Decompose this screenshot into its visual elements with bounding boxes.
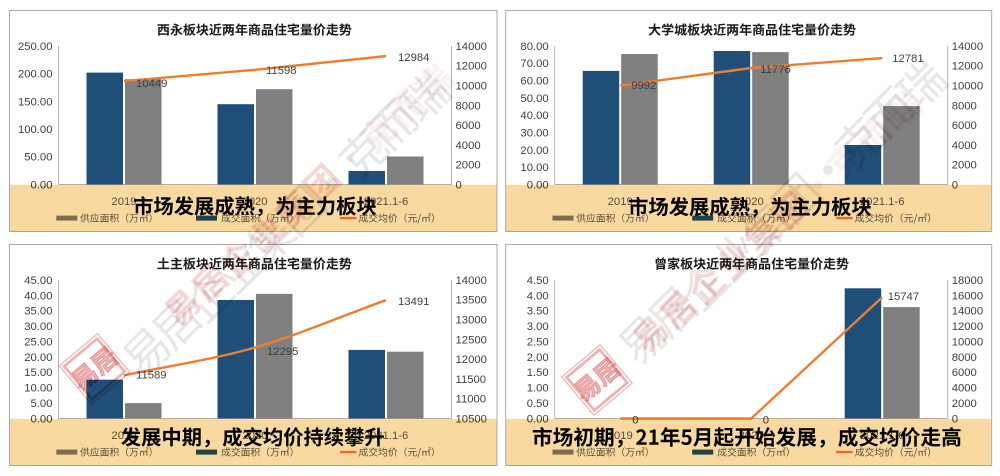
svg-text:200.00: 200.00 <box>18 69 53 81</box>
svg-text:12000: 12000 <box>456 354 487 366</box>
svg-text:35.00: 35.00 <box>24 306 52 318</box>
svg-text:3.50: 3.50 <box>527 306 549 318</box>
svg-text:10449: 10449 <box>136 78 167 90</box>
svg-text:13491: 13491 <box>398 296 429 308</box>
svg-text:6000: 6000 <box>456 120 481 132</box>
svg-text:6000: 6000 <box>952 367 977 379</box>
svg-text:11589: 11589 <box>136 369 167 381</box>
svg-text:11598: 11598 <box>266 65 297 77</box>
svg-text:5.00: 5.00 <box>31 398 53 410</box>
svg-text:4000: 4000 <box>456 140 481 152</box>
svg-text:6000: 6000 <box>952 120 977 132</box>
svg-text:12500: 12500 <box>456 334 487 346</box>
svg-text:15.00: 15.00 <box>24 367 52 379</box>
svg-text:12000: 12000 <box>456 61 487 73</box>
svg-text:8000: 8000 <box>456 100 481 112</box>
svg-text:14000: 14000 <box>456 275 487 287</box>
svg-text:15747: 15747 <box>888 291 919 303</box>
svg-text:2.00: 2.00 <box>527 352 549 364</box>
svg-text:10.00: 10.00 <box>24 383 52 395</box>
svg-text:10000: 10000 <box>456 81 487 93</box>
svg-text:4.50: 4.50 <box>527 275 549 287</box>
svg-text:250.00: 250.00 <box>18 41 53 53</box>
svg-text:60.00: 60.00 <box>520 76 548 88</box>
svg-text:11500: 11500 <box>456 374 487 386</box>
svg-text:10000: 10000 <box>952 81 983 93</box>
svg-text:2000: 2000 <box>952 160 977 172</box>
svg-text:1.50: 1.50 <box>527 367 549 379</box>
svg-text:8000: 8000 <box>952 352 977 364</box>
svg-text:25.00: 25.00 <box>24 337 52 349</box>
svg-text:12000: 12000 <box>952 61 983 73</box>
svg-text:150.00: 150.00 <box>18 96 53 108</box>
svg-text:10.00: 10.00 <box>520 162 548 174</box>
svg-text:8000: 8000 <box>952 100 977 112</box>
svg-text:12295: 12295 <box>267 346 298 358</box>
svg-text:14000: 14000 <box>952 41 983 53</box>
svg-text:80.00: 80.00 <box>520 41 548 53</box>
svg-text:30.00: 30.00 <box>24 321 52 333</box>
svg-text:2000: 2000 <box>952 398 977 410</box>
svg-text:1.00: 1.00 <box>527 383 549 395</box>
svg-text:10000: 10000 <box>952 337 983 349</box>
svg-text:12984: 12984 <box>398 52 429 64</box>
svg-text:13000: 13000 <box>456 315 487 327</box>
svg-text:9992: 9992 <box>631 80 656 92</box>
svg-text:11000: 11000 <box>456 394 487 406</box>
svg-text:40.00: 40.00 <box>24 290 52 302</box>
svg-text:3.00: 3.00 <box>527 321 549 333</box>
svg-text:18000: 18000 <box>952 275 983 287</box>
svg-text:20.00: 20.00 <box>520 145 548 157</box>
svg-text:12000: 12000 <box>952 321 983 333</box>
svg-text:50.00: 50.00 <box>520 93 548 105</box>
svg-text:100.00: 100.00 <box>18 124 53 136</box>
svg-text:2000: 2000 <box>456 160 481 172</box>
svg-text:4.00: 4.00 <box>527 290 549 302</box>
svg-text:13500: 13500 <box>456 295 487 307</box>
svg-text:14000: 14000 <box>456 41 487 53</box>
svg-text:14000: 14000 <box>952 306 983 318</box>
svg-text:45.00: 45.00 <box>24 275 52 287</box>
svg-text:40.00: 40.00 <box>520 110 548 122</box>
svg-text:11776: 11776 <box>760 64 791 76</box>
svg-text:12781: 12781 <box>892 53 923 65</box>
svg-text:50.00: 50.00 <box>24 152 52 164</box>
svg-text:20.00: 20.00 <box>24 352 52 364</box>
svg-text:4000: 4000 <box>952 383 977 395</box>
svg-text:70.00: 70.00 <box>520 58 548 70</box>
svg-text:30.00: 30.00 <box>520 128 548 140</box>
svg-text:16000: 16000 <box>952 290 983 302</box>
svg-text:4000: 4000 <box>952 140 977 152</box>
svg-text:2.50: 2.50 <box>527 337 549 349</box>
svg-text:0.50: 0.50 <box>527 398 549 410</box>
